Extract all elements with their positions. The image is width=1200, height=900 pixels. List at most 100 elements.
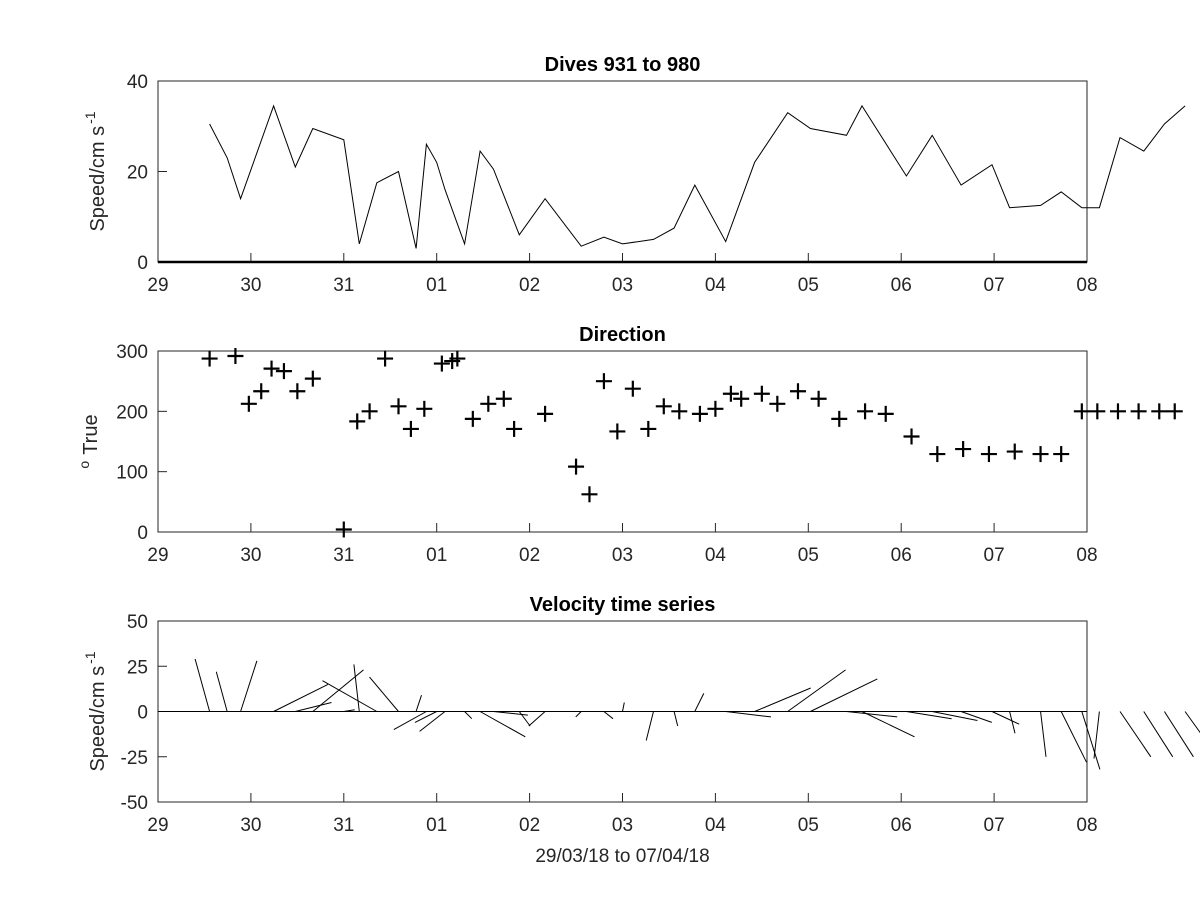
velocity-stick (1093, 711, 1100, 759)
plot-frame (157, 350, 1088, 533)
direction-marker (769, 395, 786, 412)
y-axis-label-prefix: o (76, 461, 92, 469)
x-tick-label: 03 (612, 815, 633, 836)
y-tick-label: 25 (127, 657, 148, 678)
velocity-stick (1143, 711, 1174, 758)
svg-text:Speed/cm s-1: Speed/cm s -1 (82, 111, 109, 231)
direction-marker (377, 350, 394, 367)
y-tick-label: 0 (137, 253, 148, 274)
velocity-stick (1040, 711, 1047, 757)
x-tick-label: 30 (240, 545, 261, 566)
direction-marker (449, 350, 466, 367)
direction-marker (929, 446, 946, 463)
velocity-stick (1119, 711, 1152, 758)
direction-marker (707, 400, 724, 417)
velocity-stick (960, 711, 992, 723)
velocity-stick (518, 711, 531, 727)
direction-marker (655, 398, 672, 415)
velocity-stick (725, 711, 772, 718)
panel-3 (157, 620, 1200, 803)
direction-marker (361, 403, 378, 420)
direction-marker (1053, 446, 1070, 463)
velocity-stick (645, 711, 654, 741)
direction-marker (877, 405, 894, 422)
svg-text:oTrue: o True (76, 414, 102, 468)
velocity-stick (414, 711, 437, 723)
direction-marker (671, 403, 688, 420)
velocity-stick (528, 711, 546, 727)
y-axis-label: Speed/cm s -1 (82, 111, 109, 231)
chart-title: Dives 931 to 980 (545, 54, 701, 76)
velocity-stick (932, 711, 978, 721)
x-tick-label: 07 (984, 815, 1005, 836)
y-axis-label-text: Speed/cm s (87, 666, 109, 772)
x-tick-label: 06 (891, 275, 912, 296)
x-tick-label: 30 (240, 815, 261, 836)
velocity-stick (846, 711, 898, 718)
direction-marker (1073, 403, 1090, 420)
velocity-stick (215, 671, 228, 712)
direction-marker (289, 383, 306, 400)
x-tick-label: 06 (891, 545, 912, 566)
direction-marker (227, 348, 244, 365)
direction-marker (789, 383, 806, 400)
svg-text:Speed/cm s-1: Speed/cm s -1 (82, 651, 109, 771)
direction-marker (691, 405, 708, 422)
direction-marker (1151, 403, 1168, 420)
direction-marker (831, 410, 848, 427)
velocity-stick (322, 680, 378, 712)
direction-marker (464, 410, 481, 427)
x-tick-label: 07 (984, 545, 1005, 566)
direction-marker (304, 370, 321, 387)
x-tick-label: 05 (798, 545, 819, 566)
chart-title: Direction (579, 324, 666, 346)
y-axis-label-superscript: -1 (82, 111, 98, 124)
direction-marker (595, 373, 612, 390)
x-tick-label: 02 (519, 545, 540, 566)
velocity-stick (1184, 711, 1200, 734)
direction-marker (857, 403, 874, 420)
direction-marker (201, 350, 218, 367)
velocity-stick (273, 683, 329, 712)
direction-marker (402, 420, 419, 437)
y-axis-label: o True (76, 414, 102, 468)
direction-marker (390, 398, 407, 415)
velocity-stick (694, 693, 705, 712)
x-tick-label: 01 (426, 815, 447, 836)
y-axis-label: Speed/cm s -1 (82, 651, 109, 771)
velocity-stick (419, 711, 446, 732)
speed-line-series-2 (1081, 105, 1186, 209)
velocity-stick (810, 678, 878, 712)
velocity-stick (369, 676, 399, 712)
velocity-stick (787, 669, 846, 712)
velocity-stick (295, 702, 332, 712)
direction-marker (275, 363, 292, 380)
y-tick-label: 100 (116, 463, 148, 484)
x-tick-label: 06 (891, 815, 912, 836)
direction-marker (568, 458, 585, 475)
y-axis-label-text: True (80, 414, 102, 454)
x-axis-label: 29/03/18 to 07/04/18 (535, 846, 709, 867)
x-tick-label: 03 (612, 275, 633, 296)
direction-marker (624, 380, 641, 397)
velocity-stick (673, 711, 679, 727)
direction-marker (537, 405, 554, 422)
direction-marker (253, 383, 270, 400)
y-axis-label-text: Speed/cm s (87, 126, 109, 232)
direction-marker (753, 385, 770, 402)
x-tick-label: 04 (705, 815, 727, 836)
y-tick-label: 40 (127, 72, 148, 93)
y-axis-label-superscript: -1 (82, 651, 98, 664)
velocity-stick (991, 711, 1020, 725)
velocity-stick (575, 711, 582, 718)
velocity-stick (754, 687, 811, 712)
x-tick-label: 03 (612, 545, 633, 566)
x-tick-label: 02 (519, 275, 540, 296)
direction-marker (733, 390, 750, 407)
x-tick-label: 02 (519, 815, 540, 836)
direction-marker (955, 441, 972, 458)
x-tick-label: 07 (984, 275, 1005, 296)
direction-marker (1130, 403, 1147, 420)
velocity-stick (493, 711, 528, 716)
